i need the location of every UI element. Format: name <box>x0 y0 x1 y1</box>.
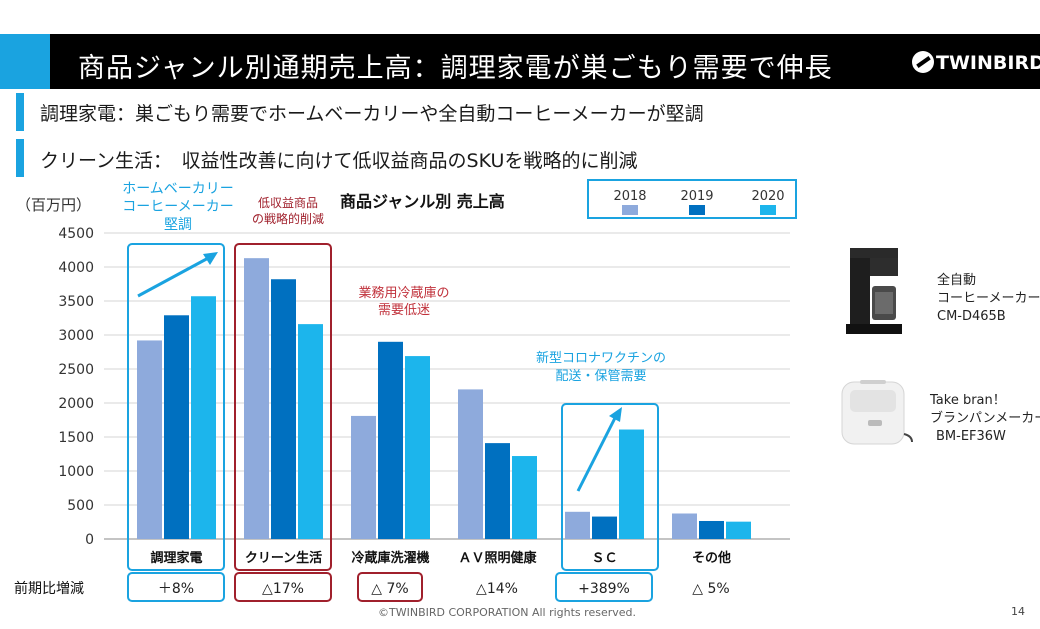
annotation-text: 低収益商品 <box>258 195 318 210</box>
title-accent <box>0 34 50 89</box>
category-label: その他 <box>692 550 731 566</box>
y-tick-label: 3000 <box>58 328 94 344</box>
bar-ＡＶ照明健康-2018 <box>458 389 483 539</box>
change-box <box>555 572 653 602</box>
category-label: ＳＣ <box>591 551 617 566</box>
copyright: ©TWINBIRD CORPORATION All rights reserve… <box>378 606 636 619</box>
product-caption-bread: Take bran！ ブランパンメーカー BM-EF36W <box>930 392 1040 446</box>
bar-ＡＶ照明健康-2020 <box>512 456 537 539</box>
product-caption-coffee: 全自動 コーヒーメーカー CM-D465B <box>937 272 1040 326</box>
legend-label-2020: 2020 <box>751 189 784 204</box>
bar-その他-2020 <box>726 521 751 539</box>
annotation-text: 新型コロナワクチンの <box>536 350 666 366</box>
change-value: ＋8% <box>158 581 194 597</box>
bar-冷蔵庫洗濯機-2018 <box>351 415 376 539</box>
annotation-text: 配送・保管需要 <box>555 369 646 384</box>
y-tick-label: 1500 <box>58 430 94 446</box>
coffee-maker-icon <box>846 248 902 334</box>
bar-冷蔵庫洗濯機-2019 <box>378 341 403 539</box>
bullet-text-1: 調理家電：巣ごもり需要でホームベーカリーや全自動コーヒーメーカーが堅調 <box>40 103 704 125</box>
category-label: ＡＶ照明健康 <box>458 550 537 566</box>
annotation-text: の戦略的削減 <box>252 211 324 226</box>
change-row-label: 前期比増減 <box>14 580 84 597</box>
legend-label-2018: 2018 <box>613 189 646 204</box>
product-caption-line: コーヒーメーカー <box>937 291 1040 306</box>
y-tick-label: 4500 <box>58 226 94 242</box>
growth-arrow <box>137 254 213 298</box>
category-label: 調理家電 <box>150 550 202 566</box>
y-tick-label: 0 <box>85 532 94 548</box>
bar-冷蔵庫洗濯機-2020 <box>405 356 430 539</box>
title-bar <box>0 34 1040 89</box>
bar-クリーン生活-2018 <box>244 258 269 539</box>
y-tick-label: 2000 <box>58 396 94 412</box>
bar-調理家電-2018 <box>137 340 162 539</box>
bar-ＳＣ-2019 <box>592 516 617 539</box>
growth-arrowhead <box>609 407 622 422</box>
highlight-box-sc <box>561 403 659 571</box>
bar-ＳＣ-2018 <box>565 511 590 539</box>
annotation-text: 業務用冷蔵庫の <box>358 285 449 301</box>
bar-調理家電-2020 <box>191 296 216 539</box>
annotation-text: 堅調 <box>164 217 192 233</box>
y-tick-label: 500 <box>67 498 94 514</box>
annotation-text: 需要低迷 <box>378 303 430 318</box>
category-label: クリーン生活 <box>245 550 322 566</box>
chart-title: 商品ジャンル別 売上高 <box>340 192 505 211</box>
logo-text: TWINBIRD <box>936 52 1040 74</box>
legend-swatch-2020 <box>760 205 776 215</box>
change-box <box>127 572 225 602</box>
change-box <box>234 572 332 602</box>
bar-調理家電-2019 <box>164 315 189 539</box>
change-value: △ 5% <box>692 581 729 597</box>
legend-swatch-2018 <box>622 205 638 215</box>
category-label: 冷蔵庫洗濯機 <box>351 550 429 566</box>
change-value: △17% <box>262 581 304 597</box>
page-number: 14 <box>1011 605 1025 618</box>
bullet-bar-1 <box>16 93 24 131</box>
bullet-text-2: クリーン生活： 収益性改善に向けて低収益商品のSKUを戦略的に削減 <box>40 150 638 172</box>
annotation-text: ホームベーカリー <box>122 181 234 197</box>
bar-クリーン生活-2019 <box>271 279 296 539</box>
change-value: △ 7% <box>371 581 408 597</box>
change-value: △14% <box>476 581 518 597</box>
product-caption-line: BM-EF36W <box>936 429 1006 444</box>
legend-swatch-2019 <box>689 205 705 215</box>
bar-その他-2018 <box>672 513 697 539</box>
bar-ＡＶ照明健康-2019 <box>485 443 510 539</box>
bar-クリーン生活-2020 <box>298 324 323 539</box>
product-caption-line: 全自動 <box>937 273 977 288</box>
y-tick-label: 1000 <box>58 464 94 480</box>
y-tick-label: 2500 <box>58 362 94 378</box>
legend-label-2019: 2019 <box>680 189 713 204</box>
bar-その他-2019 <box>699 520 724 539</box>
change-value: +389% <box>578 581 630 597</box>
growth-arrowhead <box>203 252 218 265</box>
slide-title: 商品ジャンル別通期売上高：調理家電が巣ごもり需要で伸長 <box>78 53 833 84</box>
bullet-bar-2 <box>16 139 24 177</box>
y-tick-label: 4000 <box>58 260 94 276</box>
annotation-text: コーヒーメーカー <box>122 199 233 215</box>
change-box <box>357 572 423 602</box>
product-caption-line: ブランパンメーカー <box>930 411 1040 426</box>
twinbird-logo: TWINBIRD <box>912 51 1040 74</box>
product-caption-line: CM-D465B <box>937 309 1006 324</box>
y-tick-label: 3500 <box>58 294 94 310</box>
bar-ＳＣ-2020 <box>619 429 644 539</box>
y-unit-label: （百万円） <box>16 196 91 214</box>
logo-mark-icon <box>912 51 934 73</box>
product-caption-line: Take bran！ <box>930 393 1006 408</box>
bread-maker-icon <box>841 380 913 445</box>
highlight-box-clean <box>234 243 332 571</box>
growth-arrow <box>576 415 618 492</box>
highlight-box-cooking <box>127 243 225 571</box>
